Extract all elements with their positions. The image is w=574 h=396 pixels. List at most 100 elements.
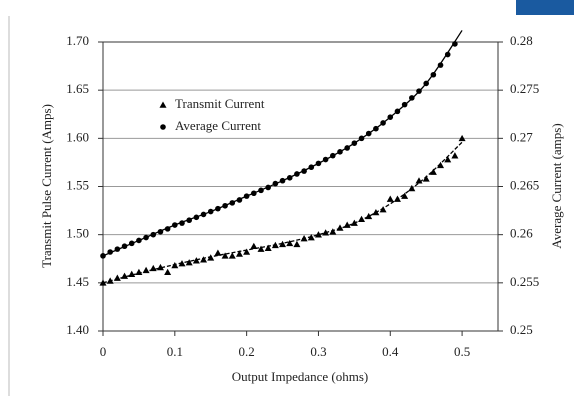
circle-point [200, 211, 207, 218]
circle-point [128, 240, 135, 247]
y-tick-label: 1.45 [66, 274, 89, 289]
corner-tab [516, 0, 574, 15]
circle-point [172, 222, 178, 228]
circle-point [358, 135, 365, 142]
triangle-point [164, 268, 172, 276]
circle-point [222, 202, 228, 209]
triangle-point [286, 239, 294, 247]
triangle-point [386, 195, 394, 202]
triangle-point [379, 206, 387, 213]
circle-point [179, 220, 185, 226]
triangle-point [358, 215, 366, 223]
circle-point [272, 180, 279, 187]
circle-point [121, 243, 128, 250]
y2-tick-label: 0.25 [510, 322, 533, 337]
triangle-point [235, 250, 243, 257]
x-tick-label: 0.4 [382, 344, 399, 359]
triangle-point [300, 235, 308, 242]
circle-point [423, 80, 429, 87]
circle-point [143, 234, 149, 241]
triangle-point [228, 252, 236, 259]
circle-point [409, 95, 415, 101]
triangle-point [171, 261, 179, 269]
triangle-point [408, 184, 416, 192]
triangle-point [307, 234, 315, 241]
circle-point [308, 164, 315, 171]
triangle-point [185, 259, 193, 266]
circle-point [265, 184, 271, 191]
circle-point [394, 108, 401, 115]
triangle-point [451, 152, 459, 159]
legend-label: Transmit Current [175, 96, 265, 111]
x-tick-label: 0.1 [167, 344, 183, 359]
circle-point [286, 175, 293, 181]
triangle-point [393, 195, 401, 202]
circle-point [150, 231, 157, 238]
circle-point [330, 152, 336, 159]
triangle-point [128, 270, 136, 277]
circle-point [322, 156, 329, 163]
circle-point [351, 140, 358, 146]
circle-point [114, 246, 121, 252]
circle-point [337, 149, 343, 155]
triangle-point [429, 168, 437, 175]
triangle-point [336, 224, 344, 231]
triangle-point [279, 240, 287, 248]
triangle-point [422, 175, 430, 182]
y2-tick-label: 0.28 [510, 33, 533, 48]
x-tick-label: 0.2 [239, 344, 255, 359]
circle-point [193, 214, 200, 221]
legend-marker [160, 124, 166, 130]
triangle-point [264, 244, 272, 251]
y-tick-label: 1.50 [66, 226, 89, 241]
y2-tick-label: 0.26 [510, 226, 533, 241]
triangle-point [365, 212, 373, 220]
y-tick-label: 1.55 [66, 177, 89, 192]
legend-marker [159, 101, 167, 108]
circle-point [164, 226, 171, 232]
x-tick-label: 0.5 [454, 344, 470, 359]
circle-point [215, 205, 221, 212]
triangle-point [293, 240, 301, 248]
circle-point [430, 71, 437, 78]
y2-tick-label: 0.27 [510, 129, 533, 144]
circle-point [416, 88, 422, 94]
triangle-point [444, 156, 452, 163]
triangle-point [135, 268, 143, 276]
circle-point [301, 168, 307, 174]
triangle-point [257, 245, 265, 252]
y-tick-label: 1.60 [66, 129, 89, 144]
circle-point [315, 160, 322, 167]
y-tick-label: 1.65 [66, 81, 89, 96]
triangle-point [121, 272, 129, 279]
triangle-point [214, 249, 222, 256]
triangle-point [314, 231, 322, 238]
y2-tick-label: 0.265 [510, 177, 539, 192]
circle-point [186, 217, 192, 224]
y2-tick-label: 0.255 [510, 274, 539, 289]
y-axis-label: Transmit Pulse Current (Amps) [39, 104, 54, 268]
triangle-point [113, 274, 121, 281]
circle-point [100, 253, 106, 259]
circle-point [380, 120, 386, 126]
y-tick-label: 1.70 [66, 33, 89, 48]
circle-point [207, 208, 214, 215]
circle-point [243, 193, 250, 199]
triangle-point [142, 266, 150, 274]
circle-point [136, 237, 142, 244]
triangle-point [250, 242, 258, 250]
triangle-point [192, 257, 200, 264]
triangle-point [200, 256, 208, 263]
triangle-point [149, 264, 157, 272]
triangle-point [106, 277, 114, 284]
triangle-point [343, 221, 351, 228]
circle-point [401, 101, 408, 108]
circle-point [452, 41, 458, 47]
triangle-point [99, 279, 107, 286]
circle-point [437, 62, 444, 68]
triangle-point [156, 263, 164, 271]
circle-point [258, 187, 264, 194]
triangle-point [372, 209, 380, 216]
triangle-point [401, 192, 409, 199]
